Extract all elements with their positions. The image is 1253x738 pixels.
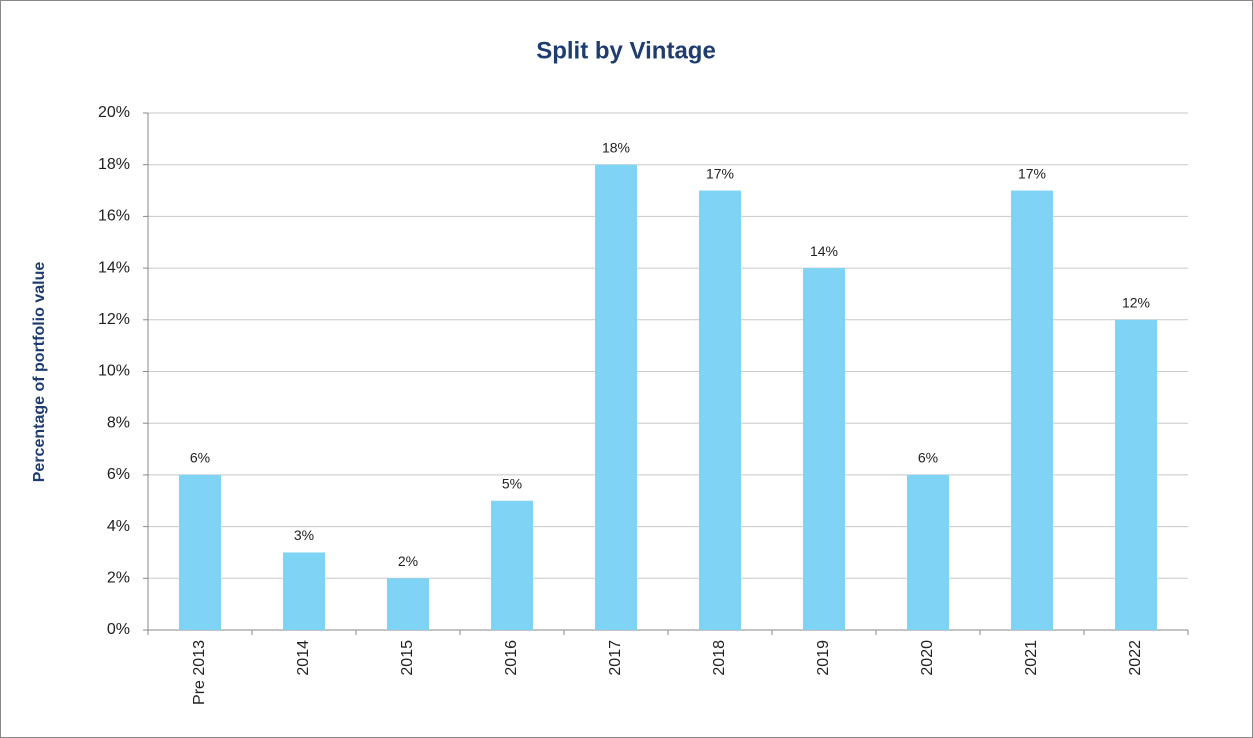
value-label: 5% <box>502 475 522 491</box>
value-label: 12% <box>1122 295 1150 311</box>
value-label: 6% <box>190 450 210 466</box>
bar <box>1011 190 1053 631</box>
chart-title: Split by Vintage <box>536 37 716 64</box>
x-tick-label: 2017 <box>607 640 624 676</box>
y-tick-label: 4% <box>107 518 130 535</box>
value-label: 6% <box>918 450 938 466</box>
value-label: 17% <box>1018 165 1046 181</box>
bar <box>491 500 533 630</box>
y-tick-label: 12% <box>98 311 130 328</box>
y-tick-label: 2% <box>107 570 130 587</box>
value-label: 14% <box>810 243 838 259</box>
value-label: 18% <box>602 139 630 155</box>
x-tick-label: 2014 <box>295 640 312 676</box>
bar <box>907 474 949 630</box>
value-label: 2% <box>398 553 418 569</box>
bar <box>1115 319 1157 630</box>
bar <box>803 268 845 630</box>
y-tick-label: 20% <box>98 104 130 121</box>
x-tick-label: 2022 <box>1127 640 1144 676</box>
bar <box>179 474 221 630</box>
bar <box>387 578 429 630</box>
y-axis-label: Percentage of portfolio value <box>31 262 48 483</box>
y-tick-label: 6% <box>107 466 130 483</box>
bar <box>283 552 325 630</box>
bar <box>595 164 637 630</box>
x-tick-label: 2015 <box>399 640 416 676</box>
x-tick-label: 2018 <box>711 640 728 676</box>
y-tick-label: 14% <box>98 259 130 276</box>
x-tick-label: 2020 <box>919 640 936 676</box>
x-tick-label: 2016 <box>503 640 520 676</box>
y-tick-label: 10% <box>98 363 130 380</box>
y-tick-label: 18% <box>98 156 130 173</box>
y-tick-label: 16% <box>98 208 130 225</box>
value-label: 3% <box>294 527 314 543</box>
y-tick-label: 0% <box>107 621 130 638</box>
x-tick-label: 2019 <box>815 640 832 676</box>
y-tick-label: 8% <box>107 414 130 431</box>
x-tick-label: Pre 2013 <box>191 640 208 705</box>
x-tick-label: 2021 <box>1023 640 1040 676</box>
value-label: 17% <box>706 165 734 181</box>
bar <box>699 190 741 631</box>
